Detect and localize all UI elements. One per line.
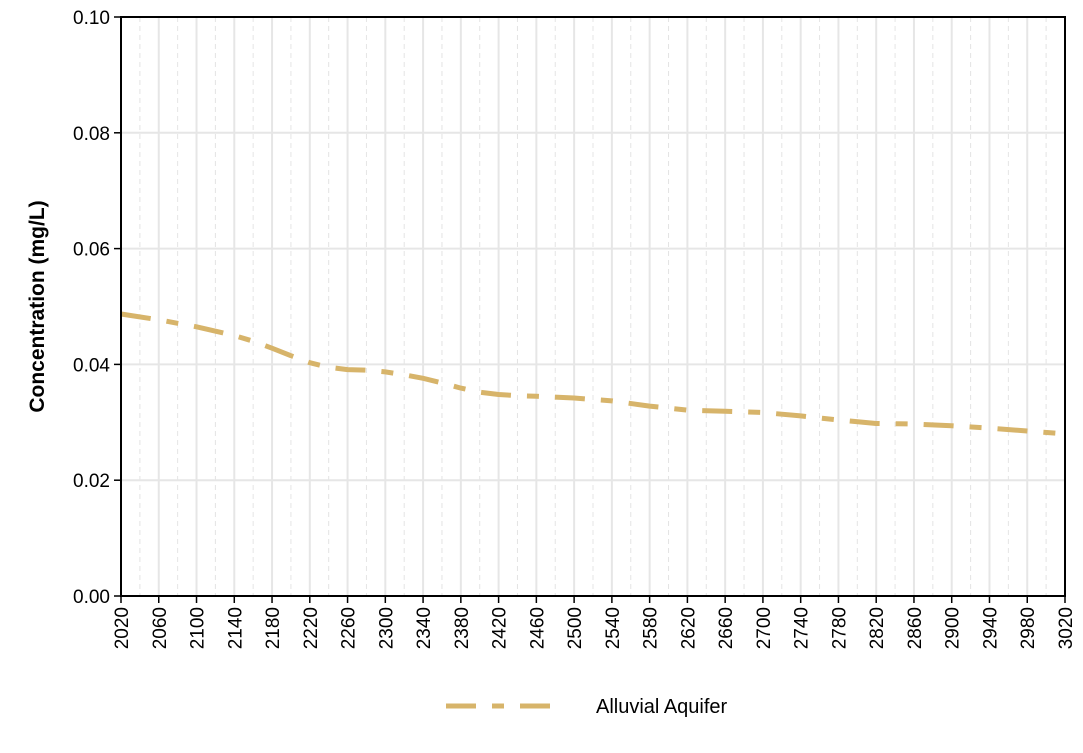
series-group (120, 311, 1066, 437)
x-tick-label: 2540 (603, 607, 624, 649)
series-line (120, 311, 1066, 437)
x-tick-label: 2460 (527, 607, 548, 649)
y-tick-label: 0.02 (73, 471, 110, 492)
x-tick-label: 2740 (792, 607, 813, 649)
x-tick-label: 2060 (150, 607, 171, 649)
legend-label: Alluvial Aquifer (596, 696, 728, 718)
plot-border (120, 16, 1066, 597)
x-tick-label: 2820 (867, 607, 888, 649)
axes: 2020 2060 2100 2140 2180 2220 2260 2300 2340 2380… (73, 8, 1077, 649)
x-tick-label: 2220 (301, 607, 322, 649)
y-tick-label: 0.10 (73, 8, 110, 29)
x-tick-label: 2700 (754, 607, 775, 649)
x-tick-label: 2260 (339, 607, 360, 649)
x-tick-label: 2780 (829, 607, 850, 649)
y-axis-title: Concentration (mg/L) (26, 200, 49, 412)
x-tick-label: 2420 (490, 607, 511, 649)
x-tick-label: 2300 (376, 607, 397, 649)
x-tick-label: 2940 (981, 607, 1002, 649)
x-tick-label: 2980 (1018, 607, 1039, 649)
x-tick-label: 2020 (112, 607, 133, 649)
y-tick-label: 0.04 (73, 355, 110, 376)
x-tick-label: 2340 (414, 607, 435, 649)
x-tick-label: 2180 (263, 607, 284, 649)
x-tick-label: 2580 (641, 607, 662, 649)
x-tick-label: 2860 (905, 607, 926, 649)
x-tick-label: 2380 (452, 607, 473, 649)
y-tick-label: 0.06 (73, 240, 110, 261)
x-tick-label: 3020 (1056, 607, 1077, 649)
y-tick-label: 0.08 (73, 124, 110, 145)
x-tick-label: 2620 (678, 607, 699, 649)
x-tick-label: 2100 (188, 607, 209, 649)
x-tick-label: 2900 (943, 607, 964, 649)
x-tick-label: 2140 (225, 607, 246, 649)
x-tick-label: 2500 (565, 607, 586, 649)
x-tick-label: 2660 (716, 607, 737, 649)
legend: Alluvial Aquifer (446, 696, 728, 718)
y-tick-label: 0.00 (73, 587, 110, 608)
